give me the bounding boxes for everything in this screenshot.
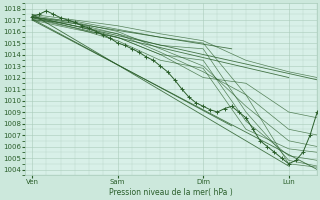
X-axis label: Pression niveau de la mer( hPa ): Pression niveau de la mer( hPa )	[109, 188, 233, 197]
